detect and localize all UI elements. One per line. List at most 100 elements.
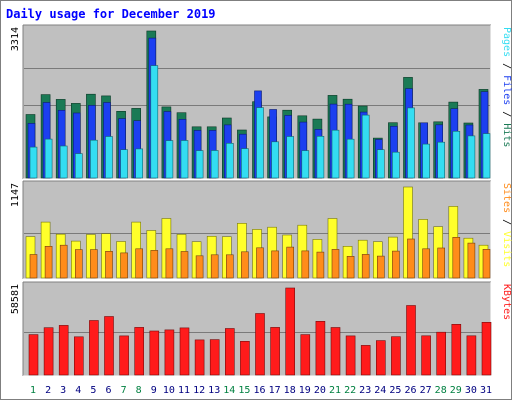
bar-sites-day-19 (301, 250, 310, 279)
x-tick-day-25: 25 (389, 385, 401, 396)
bar-kbytes-day-1 (28, 334, 39, 376)
legend-part: Sites (501, 183, 512, 213)
legend-part: / (501, 213, 512, 231)
bar-pages-day-7 (120, 149, 128, 179)
bar-pages-day-21 (331, 129, 340, 179)
legend-part: Hits (501, 123, 512, 147)
x-tick-day-23: 23 (359, 385, 371, 396)
bar-sites-day-2 (44, 246, 53, 279)
series-legend-label: KBytes (501, 284, 512, 320)
x-tick-day-17: 17 (269, 385, 281, 396)
bar-sites-day-3 (59, 244, 68, 279)
y-axis-max-label: 1147 (10, 183, 21, 207)
x-tick-day-29: 29 (450, 385, 462, 396)
bar-sites-day-1 (29, 254, 38, 279)
x-tick-day-14: 14 (223, 385, 235, 396)
bar-kbytes-day-3 (58, 325, 69, 376)
bar-pages-day-19 (301, 150, 310, 179)
bar-kbytes-day-9 (149, 330, 160, 376)
bar-sites-day-8 (135, 248, 143, 279)
bar-pages-day-22 (346, 138, 355, 179)
bar-sites-day-13 (210, 254, 219, 279)
bar-sites-day-26 (407, 238, 415, 279)
bar-sites-day-15 (241, 251, 249, 279)
x-tick-day-28: 28 (435, 385, 447, 396)
bar-pages-day-16 (256, 107, 264, 179)
bar-kbytes-day-10 (164, 329, 175, 376)
bar-kbytes-day-5 (89, 320, 99, 376)
x-tick-day-11: 11 (178, 385, 190, 396)
x-tick-day-1: 1 (30, 385, 36, 396)
bar-pages-day-20 (316, 136, 325, 179)
bar-kbytes-day-25 (391, 336, 401, 376)
bar-pages-day-30 (467, 135, 476, 179)
bar-pages-day-14 (226, 143, 234, 179)
bar-kbytes-day-28 (436, 331, 447, 376)
bar-sites-day-10 (165, 248, 174, 279)
x-tick-day-5: 5 (90, 385, 96, 396)
chart-title: Daily usage for December 2019 (6, 7, 216, 21)
x-tick-day-19: 19 (299, 385, 311, 396)
bar-kbytes-day-26 (406, 305, 416, 376)
bar-sites-day-9 (150, 250, 159, 279)
bar-pages-day-3 (59, 145, 68, 179)
kbytes-panel: 58581 KBytes (10, 281, 512, 377)
x-tick-day-27: 27 (420, 385, 432, 396)
x-tick-day-30: 30 (465, 385, 477, 396)
bar-kbytes-day-22 (345, 335, 356, 376)
visits-sites-panel: 1147 Sites / Visits (10, 180, 512, 280)
bar-pages-day-2 (44, 138, 53, 179)
bar-pages-day-29 (452, 131, 461, 179)
bar-sites-day-18 (286, 246, 295, 279)
bar-kbytes-day-6 (104, 316, 114, 376)
x-tick-day-21: 21 (329, 385, 341, 396)
bar-pages-day-1 (29, 146, 38, 179)
bar-kbytes-day-11 (179, 327, 190, 376)
x-tick-day-9: 9 (151, 385, 157, 396)
bar-sites-day-22 (346, 256, 355, 279)
legend-part: Files (501, 75, 512, 105)
x-tick-day-20: 20 (314, 385, 326, 396)
legend-part: Visits (501, 231, 512, 267)
bar-pages-day-31 (482, 133, 491, 179)
bar-pages-day-26 (407, 107, 415, 179)
bar-sites-day-17 (271, 250, 279, 279)
y-axis-max-label: 58581 (10, 284, 21, 314)
bar-kbytes-day-17 (270, 327, 280, 376)
bar-pages-day-25 (392, 151, 400, 179)
bar-kbytes-day-7 (119, 335, 129, 376)
y-axis-max-label: 3314 (10, 27, 21, 51)
bar-kbytes-day-4 (74, 336, 84, 376)
x-tick-day-15: 15 (238, 385, 250, 396)
bar-sites-day-16 (256, 247, 264, 279)
bar-kbytes-day-18 (285, 287, 296, 376)
bar-pages-day-6 (105, 136, 113, 179)
bar-kbytes-day-12 (194, 339, 205, 376)
bar-kbytes-day-29 (451, 323, 462, 376)
bar-pages-day-28 (437, 141, 446, 179)
bar-pages-day-24 (376, 149, 385, 179)
bar-kbytes-day-16 (255, 313, 265, 376)
bar-pages-day-4 (75, 153, 83, 179)
bar-kbytes-day-24 (375, 340, 386, 376)
bar-sites-day-23 (361, 254, 370, 279)
bar-sites-day-21 (331, 249, 340, 279)
x-tick-day-24: 24 (374, 385, 386, 396)
bar-sites-day-11 (180, 251, 189, 279)
bar-kbytes-day-8 (134, 327, 144, 376)
bar-pages-day-10 (165, 140, 174, 179)
bar-pages-day-5 (90, 139, 98, 179)
bar-pages-day-18 (286, 136, 295, 179)
x-tick-day-13: 13 (208, 385, 220, 396)
bar-sites-day-30 (467, 242, 476, 279)
x-tick-day-4: 4 (75, 385, 81, 396)
bar-kbytes-day-13 (209, 339, 220, 376)
legend-part: Pages (501, 27, 512, 57)
x-tick-day-6: 6 (105, 385, 111, 396)
hits-files-pages-panel: 3314 Pages / Files / Hits (10, 24, 512, 180)
bar-kbytes-day-21 (330, 327, 341, 376)
bar-pages-day-15 (241, 148, 249, 179)
bar-kbytes-day-19 (300, 334, 311, 376)
bar-kbytes-day-14 (225, 328, 235, 376)
